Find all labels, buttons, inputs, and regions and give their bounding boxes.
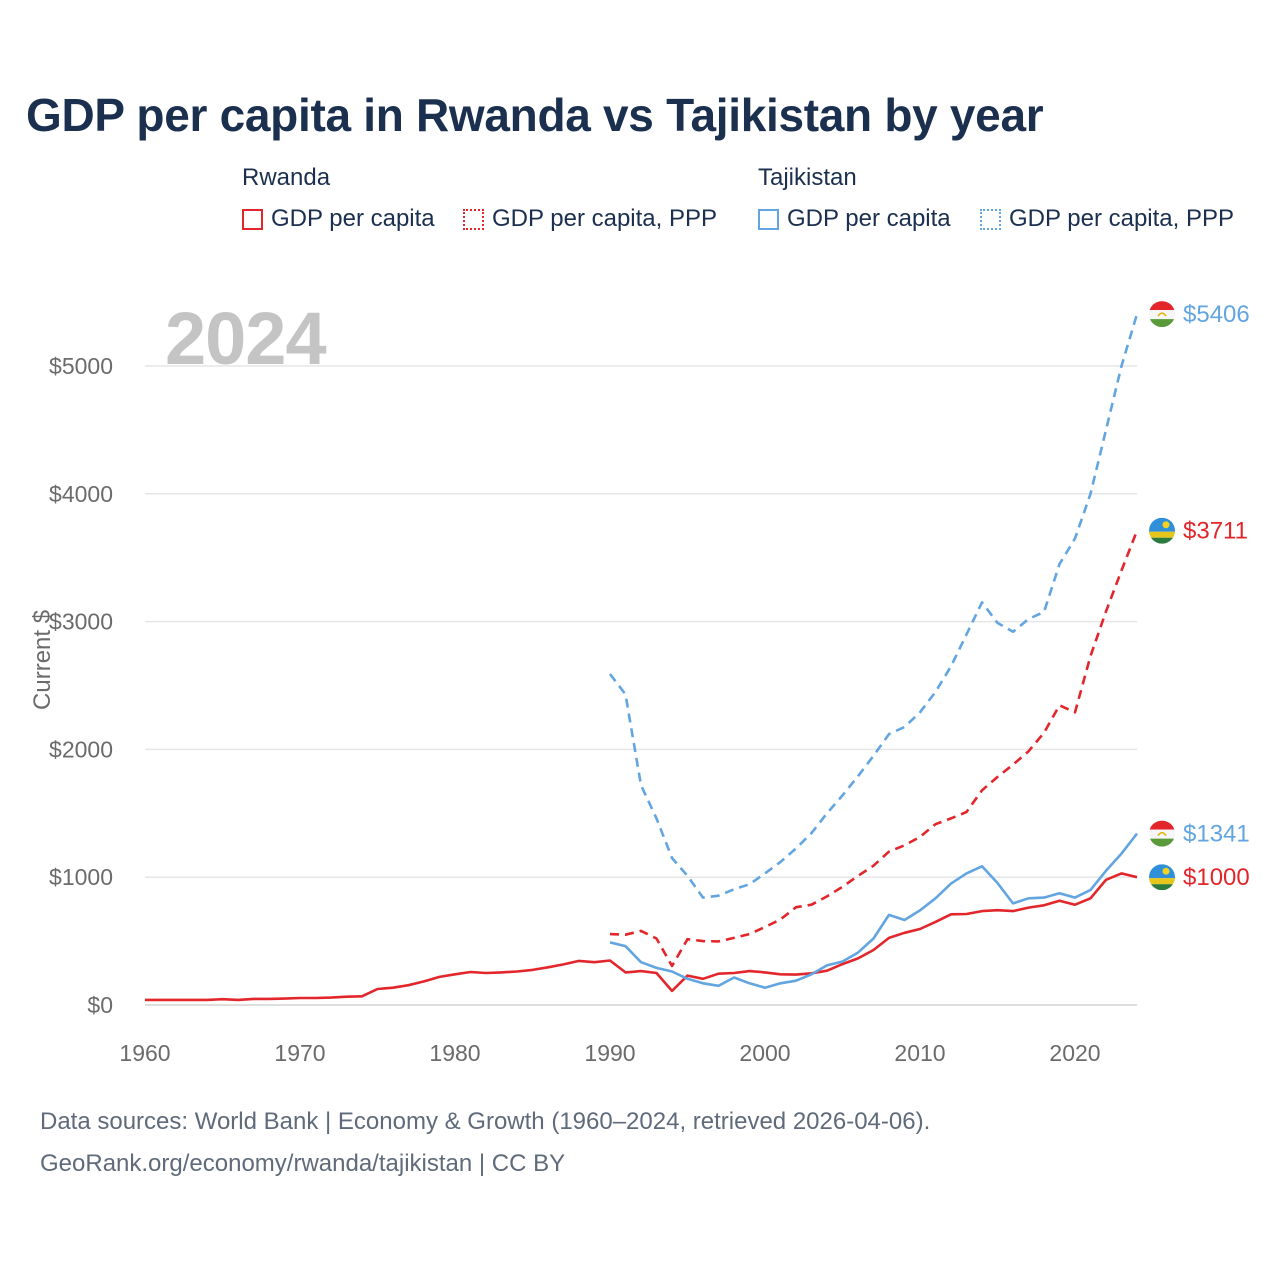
legend-item-tajikistan-gdp-ppp[interactable]: GDP per capita, PPP	[980, 204, 1234, 234]
legend-item-rwanda-gdp-ppp[interactable]: GDP per capita, PPP	[463, 204, 717, 234]
chart-title: GDP per capita in Rwanda vs Tajikistan b…	[26, 89, 1044, 141]
y-tick-label: $0	[87, 992, 113, 1018]
legend-label: GDP per capita, PPP	[492, 205, 717, 232]
legend-swatch-rwanda-gdp-ppp	[463, 208, 484, 230]
series-line-tajikistan-gdp-per-capita[interactable]	[609, 832, 1139, 989]
footer-sources: Data sources: World Bank | Economy & Gro…	[40, 1108, 931, 1135]
end-value-label: $1341	[1183, 821, 1250, 848]
series-line-rwanda-gdp-per-capita-ppp[interactable]	[609, 530, 1139, 968]
legend-item-tajikistan-gdp[interactable]: GDP per capita	[758, 204, 951, 234]
y-tick-label: $2000	[49, 736, 113, 762]
legend-group-tajikistan: Tajikistan	[758, 164, 857, 191]
y-tick-label: $3000	[49, 609, 113, 635]
x-tick-label: 2010	[894, 1040, 945, 1066]
legend-label: GDP per capita, PPP	[1009, 205, 1234, 232]
end-value-label: $3711	[1183, 518, 1248, 545]
legend-swatch-rwanda-gdp	[242, 208, 263, 230]
x-tick-label: 2000	[739, 1040, 790, 1066]
series-line-rwanda-gdp-per-capita[interactable]	[145, 872, 1138, 1002]
legend-group-rwanda: Rwanda	[242, 164, 331, 191]
x-tick-label: 1970	[274, 1040, 325, 1066]
series-line-tajikistan-gdp-per-capita-ppp[interactable]	[608, 313, 1139, 899]
x-tick-label: 1990	[584, 1040, 635, 1066]
legend-label: GDP per capita	[271, 205, 435, 232]
rwanda-flag-icon	[1149, 517, 1175, 544]
x-tick-label: 1980	[429, 1040, 480, 1066]
y-tick-label: $5000	[49, 353, 113, 379]
legend-label: GDP per capita	[787, 205, 951, 232]
end-value-label: $1000	[1183, 864, 1250, 891]
rwanda-flag-icon	[1149, 864, 1175, 891]
y-axis-title: Current $	[29, 610, 56, 710]
y-tick-label: $4000	[49, 481, 113, 507]
end-value-label: $5406	[1183, 301, 1250, 328]
y-tick-label: $1000	[49, 864, 113, 890]
legend-swatch-tajikistan-gdp	[758, 208, 779, 230]
footer-attribution[interactable]: GeoRank.org/economy/rwanda/tajikistan | …	[40, 1150, 566, 1177]
tajikistan-flag-icon	[1149, 820, 1175, 847]
year-display: 2024	[165, 297, 327, 380]
legend-swatch-tajikistan-gdp-ppp	[980, 208, 1001, 230]
legend-item-rwanda-gdp[interactable]: GDP per capita	[242, 204, 435, 234]
x-tick-label: 2020	[1049, 1040, 1100, 1066]
x-tick-label: 1960	[119, 1040, 170, 1066]
tajikistan-flag-icon	[1149, 301, 1175, 328]
